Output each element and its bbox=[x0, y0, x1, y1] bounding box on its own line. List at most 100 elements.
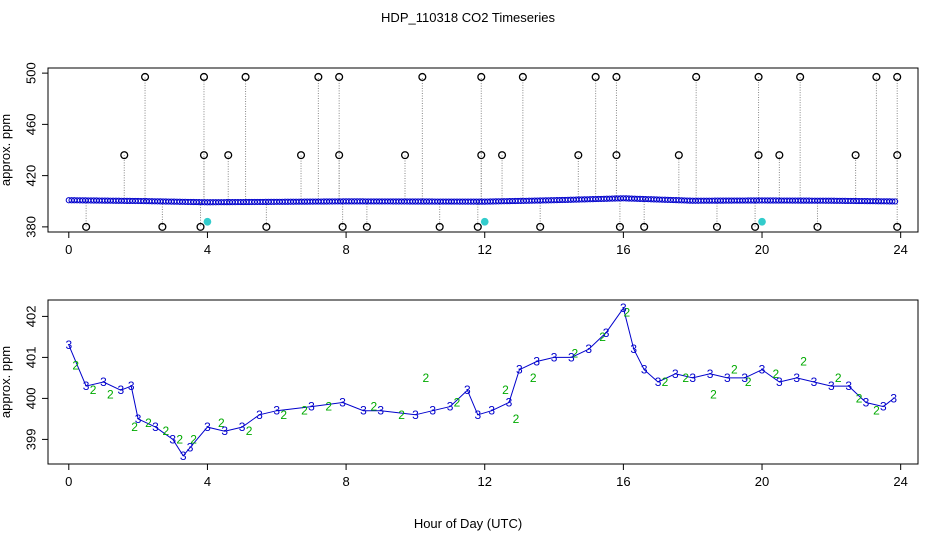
black-outliers-high bbox=[120, 72, 902, 160]
marker-3: 3 bbox=[360, 404, 367, 418]
marker-3: 3 bbox=[65, 338, 72, 352]
data-point bbox=[518, 72, 527, 82]
marker-3: 3 bbox=[180, 449, 187, 463]
data-point bbox=[473, 222, 482, 231]
marker-2: 2 bbox=[745, 375, 752, 389]
marker-2: 2 bbox=[218, 416, 225, 430]
marker-2: 2 bbox=[301, 404, 308, 418]
marker-3: 3 bbox=[551, 350, 558, 364]
data-point bbox=[851, 151, 860, 160]
marker-3: 3 bbox=[308, 400, 315, 414]
data-point bbox=[477, 72, 486, 82]
marker-3: 3 bbox=[117, 383, 124, 397]
marker-2: 2 bbox=[454, 396, 461, 410]
x-tick-label: 8 bbox=[342, 474, 349, 489]
marker-3: 3 bbox=[273, 404, 280, 418]
data-point bbox=[158, 222, 167, 231]
marker-3: 3 bbox=[100, 375, 107, 389]
x-tick-label: 24 bbox=[893, 242, 907, 257]
data-point bbox=[498, 151, 507, 160]
data-point bbox=[640, 222, 649, 231]
data-point bbox=[615, 222, 624, 231]
y-tick-label: 399 bbox=[23, 429, 38, 451]
y-axis: 399 400 401 402 bbox=[23, 306, 48, 451]
marker-2: 2 bbox=[599, 330, 606, 344]
marker-2: 2 bbox=[280, 408, 287, 422]
data-point bbox=[477, 151, 486, 160]
marker-3: 3 bbox=[707, 367, 714, 381]
data-point bbox=[813, 222, 822, 231]
trace-point bbox=[892, 198, 899, 205]
data-point bbox=[435, 222, 444, 231]
marker-2: 2 bbox=[131, 420, 138, 434]
marker-3: 3 bbox=[128, 379, 135, 393]
marker-3: 3 bbox=[221, 424, 228, 438]
marker-3: 3 bbox=[603, 326, 610, 340]
marker-3: 3 bbox=[506, 396, 513, 410]
data-point bbox=[335, 72, 344, 82]
marker-3: 3 bbox=[204, 420, 211, 434]
data-point bbox=[872, 72, 881, 82]
data-point bbox=[574, 151, 583, 160]
data-point bbox=[338, 222, 347, 231]
data-point bbox=[400, 151, 410, 160]
x-tick-label: 24 bbox=[893, 474, 907, 489]
marker-3: 3 bbox=[620, 301, 627, 315]
marker-3: 3 bbox=[339, 396, 346, 410]
data-point bbox=[612, 72, 621, 82]
series-3-path bbox=[68, 307, 895, 457]
marker-3: 3 bbox=[759, 363, 766, 377]
marker-3: 3 bbox=[447, 400, 454, 414]
data-point bbox=[241, 72, 250, 82]
data-point bbox=[758, 217, 766, 226]
data-point bbox=[796, 72, 805, 82]
marker-3: 3 bbox=[412, 408, 419, 422]
marker-3: 3 bbox=[845, 379, 852, 393]
data-point bbox=[120, 151, 129, 160]
data-point bbox=[893, 72, 902, 82]
y-tick-label: 500 bbox=[23, 62, 38, 84]
marker-3: 3 bbox=[793, 371, 800, 385]
data-point bbox=[296, 151, 306, 160]
marker-2: 2 bbox=[572, 346, 579, 360]
marker-3: 3 bbox=[568, 350, 575, 364]
marker-3: 3 bbox=[776, 375, 783, 389]
marker-2: 2 bbox=[72, 359, 79, 373]
marker-3: 3 bbox=[377, 404, 384, 418]
marker-3: 3 bbox=[256, 408, 263, 422]
x-tick-label: 0 bbox=[65, 474, 72, 489]
x-tick-label: 20 bbox=[755, 242, 769, 257]
marker-3: 3 bbox=[890, 391, 897, 405]
y-tick-label: 420 bbox=[23, 165, 38, 187]
data-point bbox=[335, 151, 344, 160]
marker-3: 3 bbox=[811, 375, 818, 389]
x-tick-label: 16 bbox=[616, 242, 630, 257]
marker-3: 3 bbox=[169, 432, 176, 446]
marker-3: 3 bbox=[641, 363, 648, 377]
data-point bbox=[262, 222, 271, 231]
marker-3: 3 bbox=[630, 342, 637, 356]
y-tick-label: 400 bbox=[23, 388, 38, 410]
data-point bbox=[418, 72, 427, 82]
marker-2: 2 bbox=[873, 404, 880, 418]
x-tick-label: 12 bbox=[477, 474, 491, 489]
marker-2: 2 bbox=[176, 432, 183, 446]
data-point bbox=[775, 151, 784, 160]
marker-2: 2 bbox=[190, 432, 197, 446]
marker-3: 3 bbox=[741, 371, 748, 385]
data-point bbox=[751, 222, 760, 231]
marker-2: 2 bbox=[246, 424, 253, 438]
marker-2: 2 bbox=[624, 305, 631, 319]
data-point bbox=[199, 151, 209, 160]
data-point bbox=[591, 72, 600, 82]
marker-2: 2 bbox=[90, 383, 97, 397]
y-axis-title: approx. ppm bbox=[0, 346, 13, 418]
marker-3: 3 bbox=[135, 412, 142, 426]
x-tick-label: 12 bbox=[477, 242, 491, 257]
marker-3: 3 bbox=[152, 420, 159, 434]
y-tick-label: 402 bbox=[23, 306, 38, 328]
marker-3: 3 bbox=[516, 363, 523, 377]
data-point bbox=[199, 72, 209, 82]
